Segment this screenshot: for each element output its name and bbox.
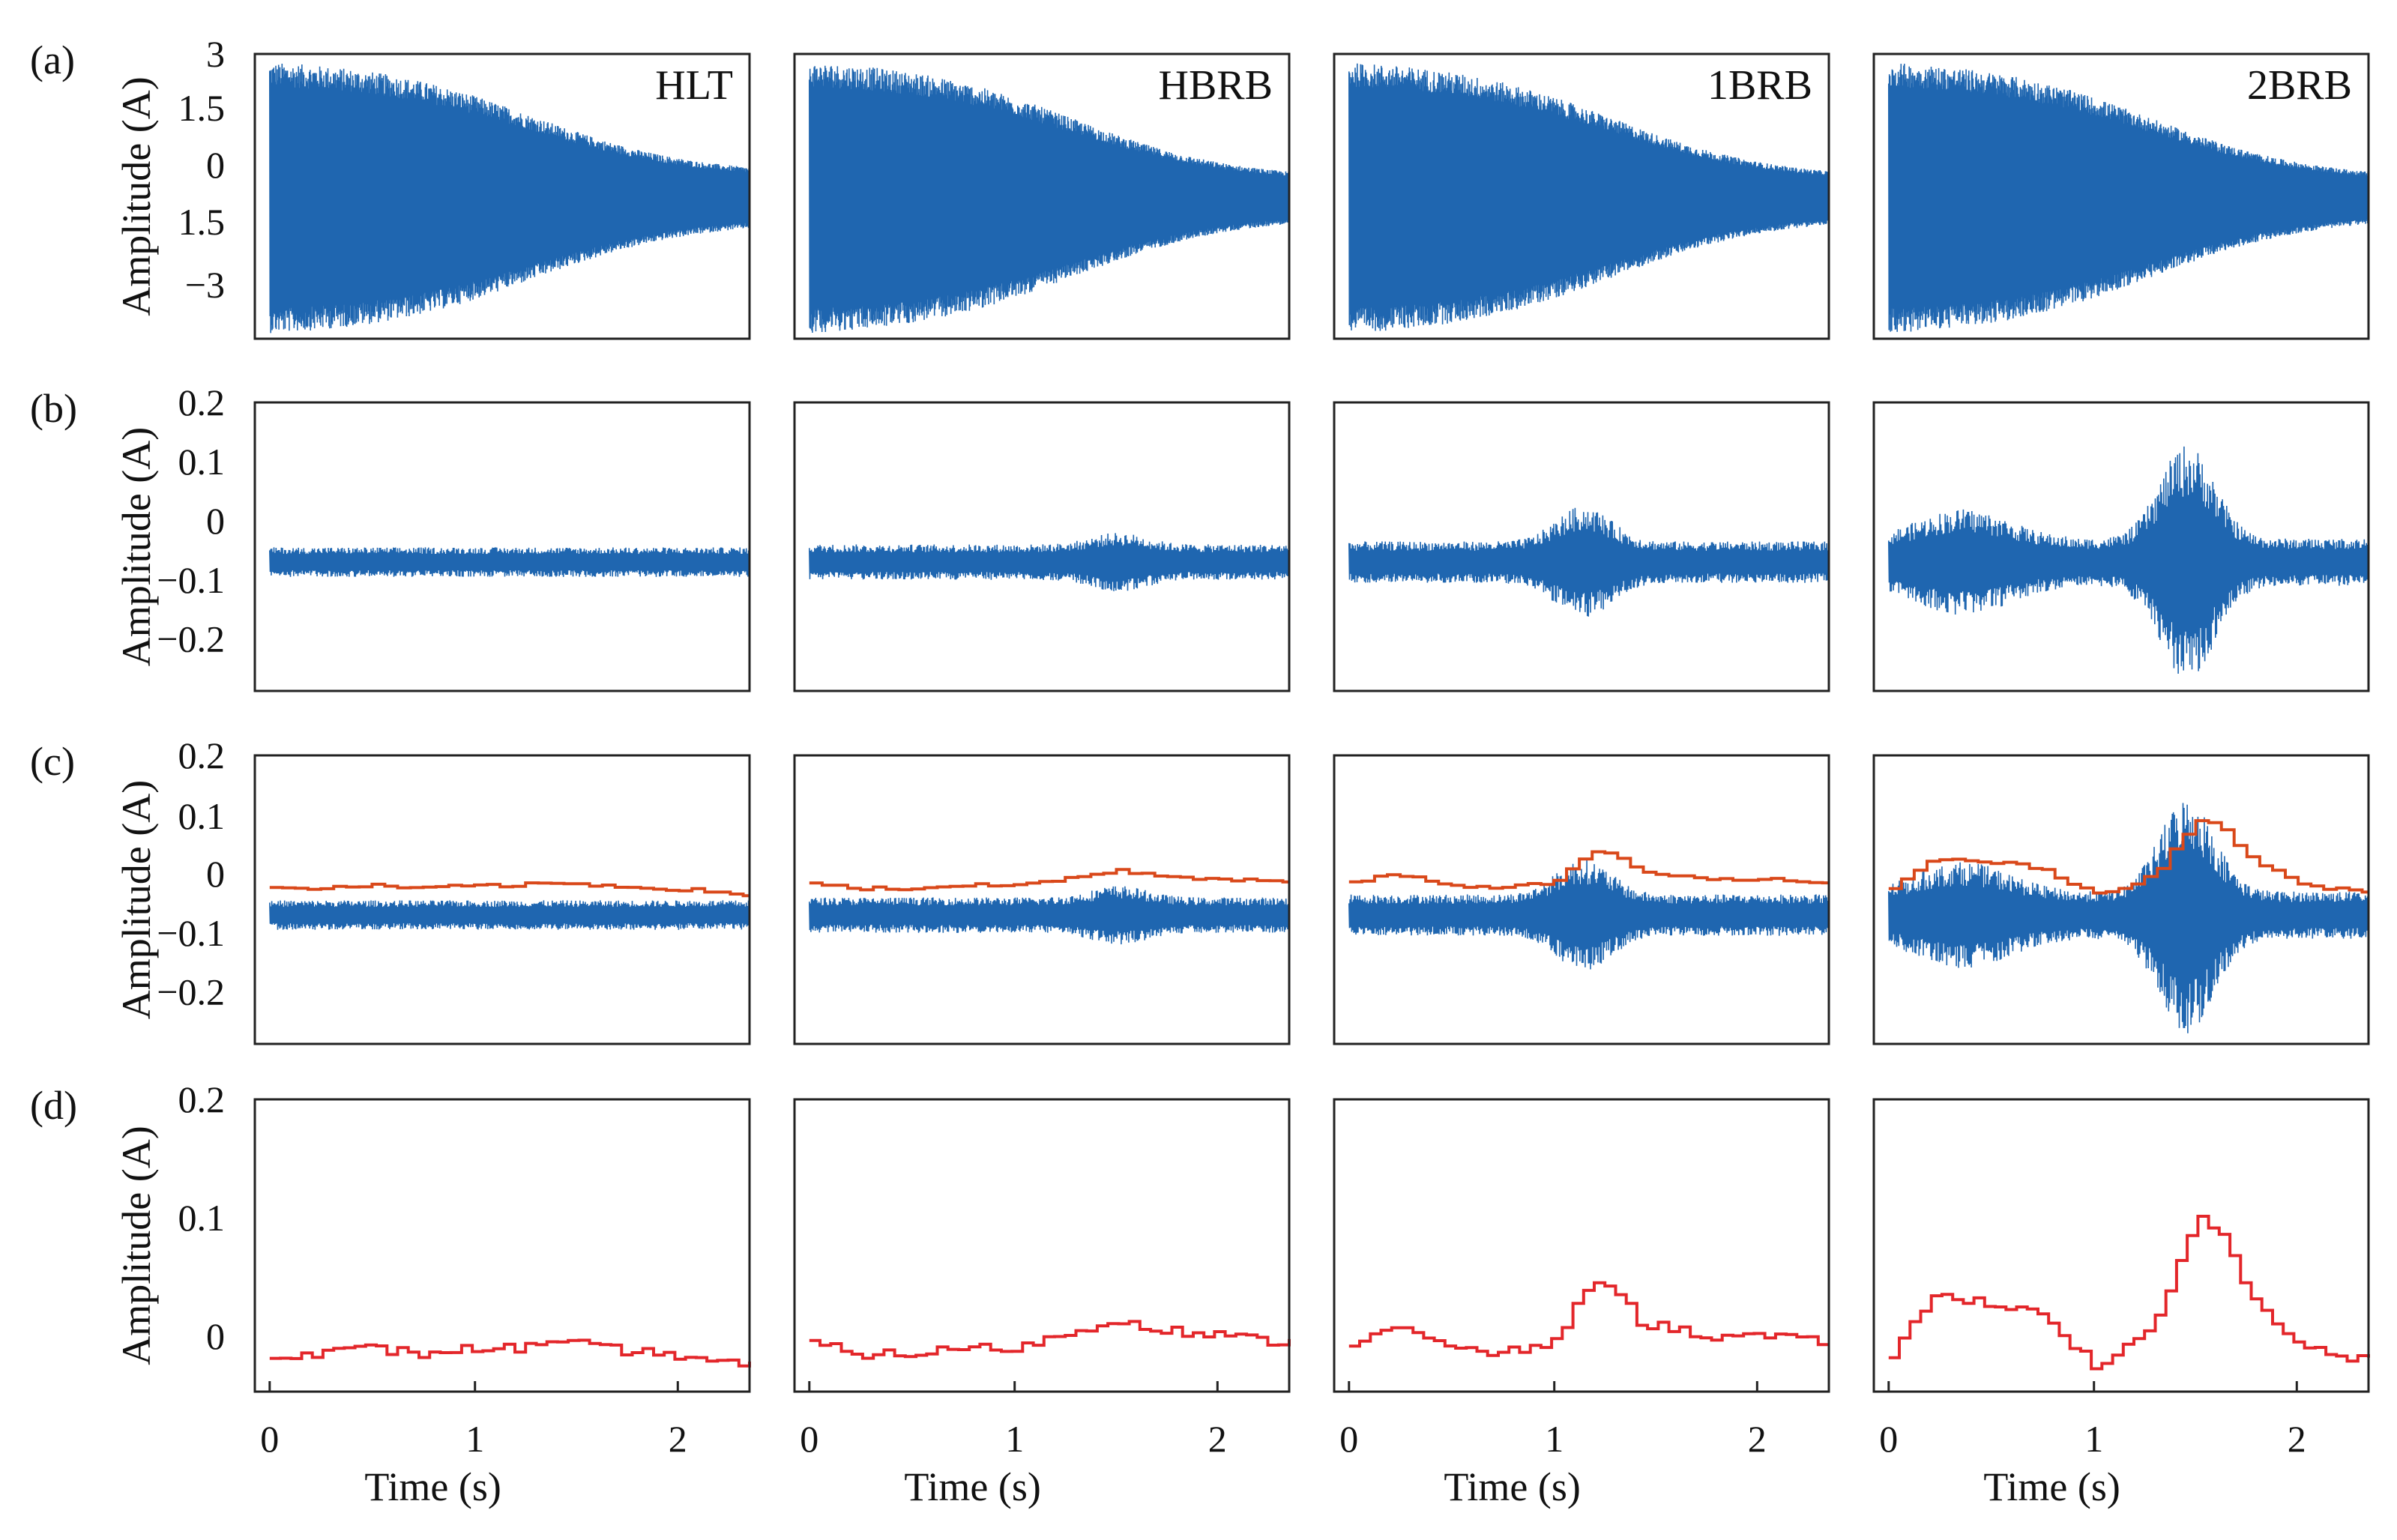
y-tick-label: −0.1 xyxy=(157,912,225,954)
panel-2brb-row-4: 0 1 2 Time (s) xyxy=(1872,1098,2370,1509)
x-tick-label: 1 xyxy=(1005,1418,1024,1460)
envelope-trace xyxy=(1888,819,2369,895)
panel-2brb-row-1: 2BRB xyxy=(1872,52,2370,340)
y-tick-label: 0.1 xyxy=(178,795,226,837)
x-tick-label: 2 xyxy=(669,1418,687,1460)
panel-hbrb-row-4: 0 1 2 Time (s) xyxy=(793,1098,1291,1509)
x-axis-label: Time (s) xyxy=(364,1464,501,1509)
panel-hlt-row-3 xyxy=(253,754,751,1045)
axes-frame xyxy=(1872,1098,2370,1393)
panel-hlt-row-2 xyxy=(253,401,751,692)
y-axis-label-row-3: Amplitude (A) xyxy=(114,780,159,1019)
y-tick-label: 0.2 xyxy=(178,381,226,423)
signal-trace xyxy=(809,886,1290,945)
signal-trace xyxy=(1888,64,2369,332)
signal-trace xyxy=(1888,446,2369,674)
y-tick-label: 0.1 xyxy=(178,441,226,483)
axes-frame xyxy=(1333,1098,1830,1393)
axes-frame xyxy=(253,52,751,340)
axes-frame xyxy=(253,1098,751,1393)
y-tick-label: 0.2 xyxy=(178,1078,226,1120)
x-axis-label: Time (s) xyxy=(1444,1464,1581,1509)
x-tick-label: 0 xyxy=(260,1418,279,1460)
envelope-trace xyxy=(1348,850,1829,890)
signal-trace xyxy=(809,533,1290,591)
envelope-trace xyxy=(1888,1215,2370,1371)
axes-frame xyxy=(253,401,751,692)
panel-2brb-row-3 xyxy=(1872,754,2370,1045)
panel-1brb-row-1: 1BRB xyxy=(1333,52,1830,340)
y-tick-label: −3 xyxy=(185,264,225,306)
signal-trace xyxy=(809,65,1290,333)
axes-frame xyxy=(1872,52,2370,340)
x-tick-label: 1 xyxy=(465,1418,484,1460)
panel-hbrb-row-3 xyxy=(793,754,1291,1045)
y-tick-label: −0.2 xyxy=(157,971,225,1013)
axes-frame xyxy=(793,401,1291,692)
signal-trace xyxy=(1348,859,1830,970)
axes-frame xyxy=(1333,401,1830,692)
axes-frame xyxy=(1333,52,1830,340)
y-tick-label: 0 xyxy=(206,144,225,186)
y-tick-label: 1.5 xyxy=(178,87,226,129)
y-axis-label-row-1: Amplitude (A) xyxy=(114,76,159,315)
axes-frame xyxy=(1872,754,2370,1045)
x-tick-label: 0 xyxy=(1879,1418,1898,1460)
signal-trace xyxy=(1888,803,2369,1033)
panel-hlt-row-1: HLT xyxy=(253,52,751,340)
panel-2brb-row-2 xyxy=(1872,401,2370,692)
x-tick-label: 1 xyxy=(1545,1418,1564,1460)
axes-frame xyxy=(793,1098,1291,1393)
envelope-trace xyxy=(269,1338,751,1368)
y-tick-label: 0.1 xyxy=(178,1197,226,1239)
x-tick-label: 2 xyxy=(1748,1418,1767,1460)
panel-1brb-row-2 xyxy=(1333,401,1830,692)
y-tick-label: −0.2 xyxy=(157,618,225,660)
envelope-trace xyxy=(809,1320,1291,1360)
signal-trace xyxy=(269,547,750,577)
condition-label-2brb: 2BRB xyxy=(2247,62,2352,109)
axes-frame xyxy=(253,754,751,1045)
axes-frame xyxy=(1333,754,1830,1045)
y-tick-label: −0.1 xyxy=(157,559,225,601)
x-tick-label: 2 xyxy=(1208,1418,1227,1460)
signal-trace xyxy=(269,63,750,333)
x-tick-label: 2 xyxy=(2288,1418,2306,1460)
condition-label-1brb: 1BRB xyxy=(1707,62,1812,109)
condition-label-hbrb: HBRB xyxy=(1159,62,1273,109)
axes-frame xyxy=(793,754,1291,1045)
x-axis-label: Time (s) xyxy=(1983,1464,2120,1509)
signal-trace xyxy=(269,900,750,930)
axes-frame xyxy=(793,52,1291,340)
panel-1brb-row-4: 0 1 2 Time (s) xyxy=(1333,1098,1830,1509)
envelope-trace xyxy=(269,881,750,898)
row-label-b: (b) xyxy=(30,386,77,431)
x-axis-label: Time (s) xyxy=(904,1464,1041,1509)
y-tick-label: 1.5 xyxy=(178,201,226,243)
x-tick-label: 1 xyxy=(2084,1418,2103,1460)
axes-frame xyxy=(1872,401,2370,692)
x-tick-label: 0 xyxy=(800,1418,818,1460)
y-tick-label: 0 xyxy=(206,500,225,542)
condition-label-hlt: HLT xyxy=(655,62,733,109)
envelope-trace xyxy=(1348,1281,1829,1357)
signal-trace xyxy=(1348,63,1830,331)
envelope-trace xyxy=(809,868,1289,892)
y-tick-label: 0 xyxy=(206,853,225,895)
x-tick-label: 0 xyxy=(1339,1418,1358,1460)
y-tick-label: 0 xyxy=(206,1315,225,1357)
panel-hlt-row-4: 0 1 2 Time (s) xyxy=(253,1098,751,1509)
panel-hbrb-row-1: HBRB xyxy=(793,52,1291,340)
y-tick-label: 3 xyxy=(206,33,225,75)
y-axis-label-row-2: Amplitude (A) xyxy=(114,427,159,666)
row-label-c: (c) xyxy=(30,739,75,784)
panel-1brb-row-3 xyxy=(1333,754,1830,1045)
y-axis-label-row-4: Amplitude (A) xyxy=(114,1126,159,1365)
row-label-d: (d) xyxy=(30,1083,77,1128)
y-tick-label: 0.2 xyxy=(178,734,226,776)
signal-trace xyxy=(1348,507,1830,617)
panel-hbrb-row-2 xyxy=(793,401,1291,692)
row-label-a: (a) xyxy=(30,37,75,82)
